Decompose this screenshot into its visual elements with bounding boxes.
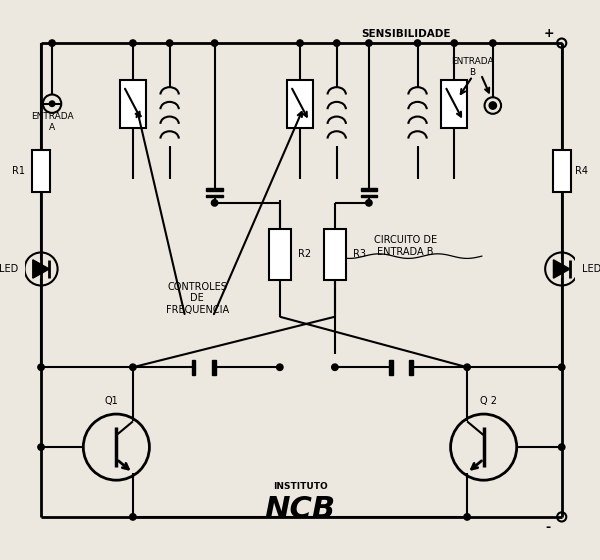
Circle shape [211, 40, 218, 46]
Text: LED: LED [582, 264, 600, 274]
Polygon shape [33, 260, 49, 278]
Bar [442, 80, 467, 128]
Text: CONTROLES
DE
FREQUENCIA: CONTROLES DE FREQUENCIA [166, 282, 229, 315]
Circle shape [464, 364, 470, 371]
Polygon shape [361, 195, 377, 197]
Circle shape [130, 514, 136, 520]
Text: R4: R4 [575, 166, 589, 176]
Text: R2: R2 [298, 249, 311, 259]
Circle shape [38, 444, 44, 450]
Polygon shape [389, 360, 393, 375]
Circle shape [130, 364, 136, 371]
Text: Q 2: Q 2 [480, 396, 497, 406]
Circle shape [49, 101, 55, 106]
Polygon shape [212, 360, 215, 375]
Circle shape [334, 40, 340, 46]
Text: LED: LED [0, 264, 18, 274]
Text: ENTRADA
B: ENTRADA B [451, 57, 494, 77]
Polygon shape [206, 188, 223, 191]
Polygon shape [191, 360, 196, 375]
Text: CIRCUITO DE
ENTRADA B: CIRCUITO DE ENTRADA B [374, 235, 437, 257]
Text: ENTRADA
A: ENTRADA A [31, 113, 73, 132]
Polygon shape [361, 188, 377, 191]
Circle shape [38, 364, 44, 371]
Circle shape [490, 40, 496, 46]
Circle shape [365, 40, 372, 46]
Text: SENSIBILIDADE: SENSIBILIDADE [361, 29, 451, 39]
Circle shape [365, 200, 372, 206]
Bar [32, 150, 50, 192]
Text: INSTITUTO: INSTITUTO [272, 482, 328, 491]
Circle shape [489, 102, 497, 109]
Polygon shape [553, 260, 570, 278]
Bar [269, 230, 291, 280]
Text: +: + [544, 27, 554, 40]
Circle shape [451, 40, 457, 46]
Circle shape [559, 444, 565, 450]
Text: Q1: Q1 [105, 396, 119, 406]
Circle shape [332, 364, 338, 371]
Bar [287, 80, 313, 128]
Bar [324, 230, 346, 280]
Bar [553, 150, 571, 192]
Polygon shape [206, 195, 223, 197]
Circle shape [464, 514, 470, 520]
Circle shape [166, 40, 173, 46]
Circle shape [211, 200, 218, 206]
Text: R3: R3 [353, 249, 366, 259]
Circle shape [130, 40, 136, 46]
Text: R1: R1 [11, 166, 25, 176]
Polygon shape [409, 360, 413, 375]
Circle shape [415, 40, 421, 46]
Text: -: - [545, 520, 550, 534]
Circle shape [297, 40, 303, 46]
Bar [120, 80, 146, 128]
Circle shape [49, 40, 55, 46]
Text: NCB: NCB [265, 495, 335, 524]
Circle shape [559, 364, 565, 371]
Circle shape [277, 364, 283, 371]
